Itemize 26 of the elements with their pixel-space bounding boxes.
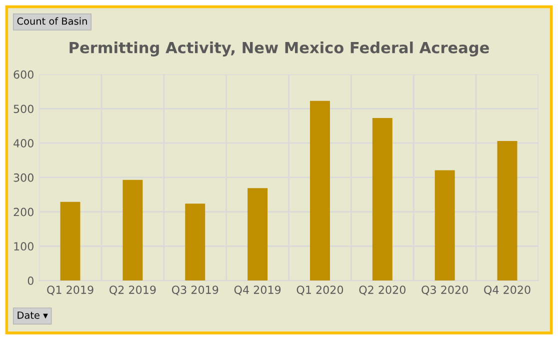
bar: [310, 100, 330, 281]
y-tick-label: 600: [14, 70, 34, 79]
bar: [185, 204, 206, 281]
bar: [372, 118, 392, 281]
x-tick-label: Q3 2019: [172, 286, 218, 296]
text: Count of Basin: [17, 17, 87, 25]
x-tick-label: Q4 2020: [484, 286, 530, 296]
y-tick-label: 400: [14, 139, 34, 148]
x-tick-label: Q1 2020: [296, 286, 344, 296]
chart-title: Permitting Activity, New Mexico Federal Acreage: [70, 42, 489, 56]
y-tick-label: 500: [14, 104, 34, 114]
x-tick-label: Q1 2019: [47, 286, 94, 296]
x-tick-label: Q2 2019: [110, 286, 156, 296]
bar: [248, 188, 268, 281]
y-tick-label: 0: [28, 276, 34, 285]
y-tick-label: 200: [14, 208, 34, 216]
x-tick-label: Q4 2019: [234, 286, 281, 296]
x-tick-label: Q2 2020: [359, 286, 406, 296]
bar: [434, 170, 455, 281]
text: Date ▾: [18, 312, 48, 319]
bar: [60, 202, 80, 281]
y-tick-label: 300: [14, 173, 34, 182]
bar: [497, 141, 518, 281]
x-tick-label: Q3 2020: [422, 286, 468, 296]
y-tick-label: 100: [14, 242, 34, 251]
bar: [122, 180, 143, 281]
